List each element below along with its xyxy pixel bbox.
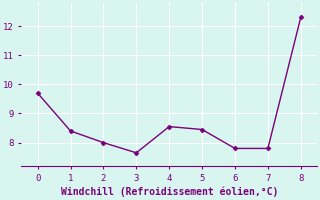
X-axis label: Windchill (Refroidissement éolien,°C): Windchill (Refroidissement éolien,°C) [60, 187, 278, 197]
